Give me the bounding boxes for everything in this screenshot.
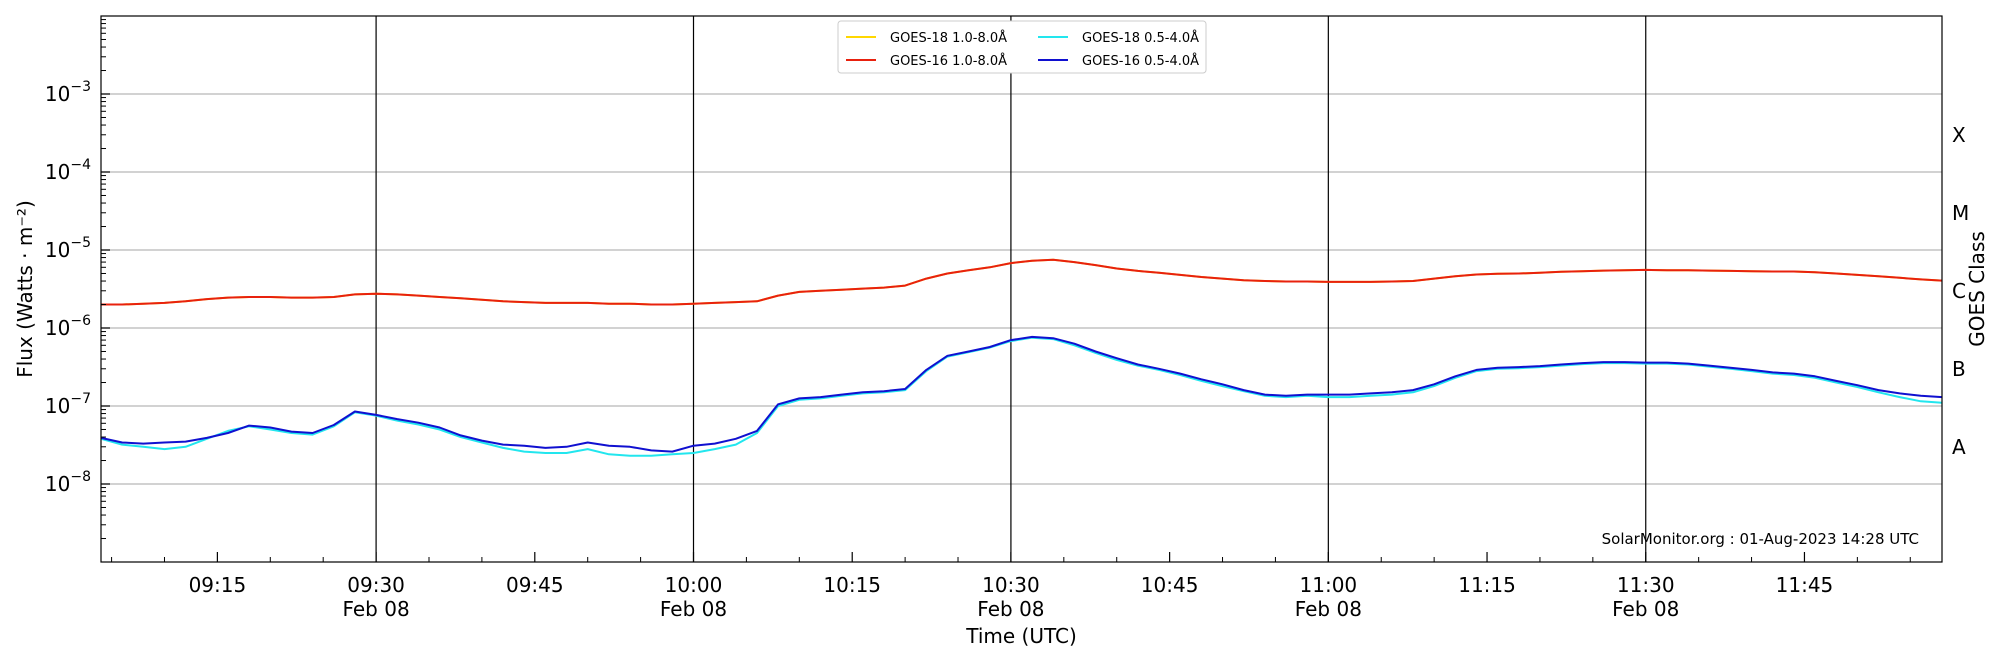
x-tick-label: 11:15 bbox=[1458, 573, 1516, 597]
x-tick-date-label: Feb 08 bbox=[1295, 597, 1362, 621]
goes-class-B: B bbox=[1952, 357, 1966, 381]
plot-frame bbox=[100, 15, 1943, 563]
x-axis-label: Time (UTC) bbox=[965, 624, 1077, 648]
horizontal-gridlines bbox=[101, 93, 1942, 485]
x-tick-label: 10:15 bbox=[823, 573, 881, 597]
legend: GOES-18 1.0-8.0Å GOES-16 1.0-8.0Å GOES-18 … bbox=[837, 20, 1207, 74]
goes-class-axis-label: GOES Class bbox=[1965, 231, 1989, 347]
series-line-2 bbox=[100, 336, 1943, 457]
y-axis-ticks: 10−8 10−7 10−6 10−5 10−4 10−3 bbox=[45, 19, 110, 540]
series-line-1 bbox=[101, 258, 1943, 306]
goes-class-C: C bbox=[1952, 279, 1966, 303]
y-tick-label: 10−3 bbox=[45, 79, 91, 106]
goes-class-M: M bbox=[1952, 201, 1969, 225]
x-tick-label: 09:45 bbox=[506, 573, 564, 597]
y-tick-label: 10−7 bbox=[45, 391, 91, 418]
x-tick-label: 10:00 bbox=[665, 573, 723, 597]
x-tick-label: 10:30 bbox=[982, 573, 1040, 597]
goes-class-A: A bbox=[1952, 435, 1966, 459]
x-tick-date-label: Feb 08 bbox=[660, 597, 727, 621]
x-tick-label: 09:15 bbox=[189, 573, 247, 597]
legend-label-2: GOES-18 0.5-4.0Å bbox=[1082, 30, 1199, 46]
goes-class-labels: A B C M X bbox=[1952, 123, 1969, 459]
series-line-3 bbox=[100, 335, 1943, 453]
x-tick-date-label: Feb 08 bbox=[1612, 597, 1679, 621]
y-tick-label: 10−8 bbox=[45, 469, 91, 496]
legend-label-1: GOES-16 1.0-8.0Å bbox=[890, 53, 1007, 69]
flux-series bbox=[100, 258, 1943, 457]
x-tick-date-label: Feb 08 bbox=[342, 597, 409, 621]
x-tick-date-label: Feb 08 bbox=[977, 597, 1044, 621]
y-tick-label: 10−4 bbox=[45, 157, 91, 184]
y-tick-label: 10−6 bbox=[45, 313, 91, 340]
x-tick-label: 09:30 bbox=[347, 573, 405, 597]
vertical-day-markers bbox=[375, 16, 1647, 562]
series-line-0 bbox=[101, 258, 1943, 306]
x-tick-label: 11:30 bbox=[1617, 573, 1675, 597]
y-tick-label: 10−5 bbox=[45, 235, 91, 262]
goes-class-X: X bbox=[1952, 123, 1966, 147]
credit-text: SolarMonitor.org : 01-Aug-2023 14:28 UTC bbox=[1602, 530, 1919, 548]
legend-label-0: GOES-18 1.0-8.0Å bbox=[890, 30, 1007, 46]
legend-label-3: GOES-16 0.5-4.0Å bbox=[1082, 53, 1199, 69]
legend-box bbox=[837, 20, 1207, 74]
x-tick-label: 11:00 bbox=[1300, 573, 1358, 597]
y-axis-label: Flux (Watts · m⁻²) bbox=[13, 200, 37, 378]
x-tick-label: 11:45 bbox=[1776, 573, 1834, 597]
x-tick-label: 10:45 bbox=[1141, 573, 1199, 597]
